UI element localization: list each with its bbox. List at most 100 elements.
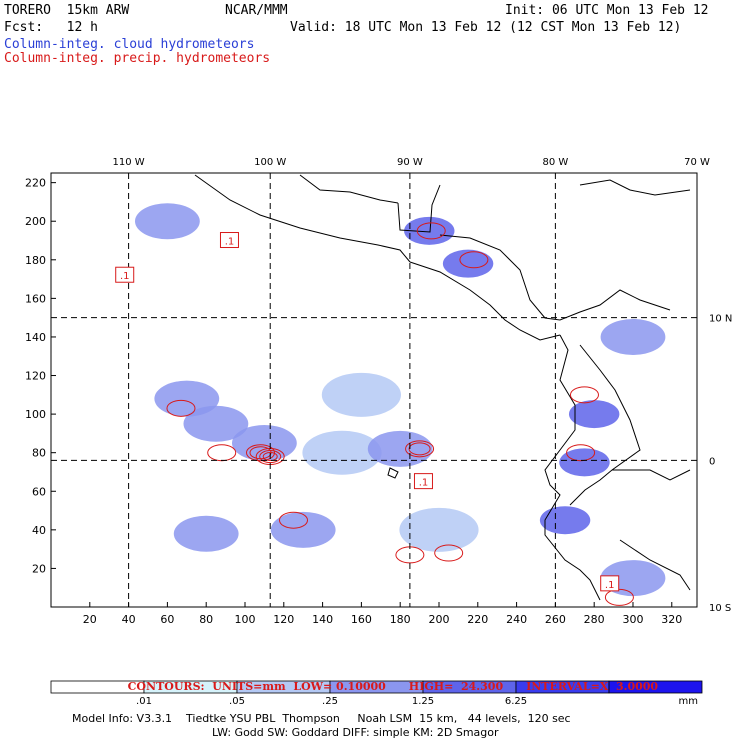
valid-time: Valid: 18 UTC Mon 13 Feb 12 (12 CST Mon … bbox=[290, 20, 682, 35]
x-tick-label: 300 bbox=[622, 613, 643, 626]
border-peru-brazil bbox=[612, 469, 691, 481]
init-time: Init: 06 UTC Mon 13 Feb 12 bbox=[505, 3, 709, 18]
precip-contour bbox=[278, 511, 308, 529]
cloud-cell bbox=[539, 506, 591, 535]
y-tick-label: 20 bbox=[32, 562, 46, 575]
precip-hydrometeor-contours bbox=[166, 222, 634, 606]
contour-label-text: .1 bbox=[419, 478, 429, 489]
x-tick-label: 160 bbox=[351, 613, 372, 626]
cloud-cell bbox=[442, 249, 494, 278]
x-tick-label: 280 bbox=[584, 613, 605, 626]
cloud-cell bbox=[404, 216, 455, 245]
coast-colombia bbox=[544, 334, 601, 601]
x-tick-label: 320 bbox=[661, 613, 682, 626]
model-title: TORERO 15km ARW bbox=[4, 3, 130, 18]
cloud-cell bbox=[134, 203, 200, 240]
precip-contour bbox=[166, 399, 196, 417]
precip-contour bbox=[566, 444, 596, 462]
contours-low: LOW= 0.10000 bbox=[293, 680, 386, 693]
latitude-label: 10 N bbox=[709, 314, 732, 325]
cloud-cell bbox=[231, 425, 297, 462]
y-tick-label: 220 bbox=[25, 177, 46, 190]
x-tick-label: 60 bbox=[160, 613, 174, 626]
x-tick-label: 180 bbox=[390, 613, 411, 626]
colorbar-unit: mm bbox=[679, 696, 698, 707]
colorbar-tick-label: 1.25 bbox=[412, 696, 434, 707]
y-tick-label: 180 bbox=[25, 254, 46, 267]
contours-info: CONTOURS: UNITS=mm LOW= 0.10000 HIGH= 24… bbox=[120, 667, 658, 693]
x-tick-label: 120 bbox=[273, 613, 294, 626]
x-tick-label: 260 bbox=[545, 613, 566, 626]
x-tick-label: 140 bbox=[312, 613, 333, 626]
org-label: NCAR/MMM bbox=[225, 3, 288, 18]
x-tick-label: 100 bbox=[234, 613, 255, 626]
precip-contour bbox=[246, 444, 276, 462]
y-tick-label: 160 bbox=[25, 292, 46, 305]
precip-contour bbox=[416, 222, 446, 240]
precip-contour bbox=[408, 442, 431, 456]
longitude-label: 70 W bbox=[684, 157, 710, 168]
longitude-label: 110 W bbox=[113, 157, 145, 168]
contour-label-box bbox=[600, 575, 620, 592]
latitude-label: 10 S bbox=[709, 603, 731, 614]
cloud-cell bbox=[173, 515, 239, 552]
precip-contour bbox=[459, 251, 489, 269]
contour-label-boxes: .1 .1 .1 .1 bbox=[115, 232, 620, 592]
cloud-field-label: Column-integ. cloud hydrometeors bbox=[4, 37, 255, 52]
border-peru-bolivia bbox=[619, 539, 691, 591]
contour-label-text: .1 bbox=[605, 580, 615, 591]
cloud-cell bbox=[270, 511, 336, 548]
contours-label: CONTOURS: bbox=[127, 680, 205, 693]
x-tick-label: 80 bbox=[199, 613, 213, 626]
forecast-hour: Fcst: 12 h bbox=[4, 20, 98, 35]
x-tick-label: 200 bbox=[428, 613, 449, 626]
precip-contour bbox=[262, 452, 278, 462]
precip-contour bbox=[259, 450, 282, 464]
colorbar-tick-label: .25 bbox=[322, 696, 338, 707]
y-tick-label: 200 bbox=[25, 215, 46, 228]
colorbar-tick-label: .01 bbox=[136, 696, 152, 707]
longitude-label: 90 W bbox=[397, 157, 423, 168]
x-tick-label: 240 bbox=[506, 613, 527, 626]
precip-contour bbox=[405, 440, 435, 458]
x-tick-label: 40 bbox=[122, 613, 136, 626]
model-info-line2: LW: Godd SW: Goddard DIFF: simple KM: 2D… bbox=[212, 726, 499, 739]
contour-label-box bbox=[115, 266, 135, 283]
precip-contour bbox=[604, 588, 634, 606]
precip-contour bbox=[434, 544, 464, 562]
coast-caribbean-islands bbox=[579, 179, 691, 196]
precip-field-label: Column-integ. precip. hydrometeors bbox=[4, 51, 271, 66]
border-colombia-peru bbox=[569, 344, 641, 506]
cloud-cell bbox=[568, 400, 620, 429]
cloud-cell bbox=[367, 430, 433, 467]
coastlines bbox=[194, 174, 691, 601]
precip-contour bbox=[207, 444, 237, 462]
cloud-hydrometeor-shading bbox=[134, 203, 666, 597]
cloud-cell bbox=[399, 507, 479, 552]
y-tick-label: 100 bbox=[25, 408, 46, 421]
coast-central-america bbox=[409, 261, 561, 341]
coast-mexico bbox=[194, 174, 411, 263]
cloud-cell bbox=[600, 318, 666, 355]
colorbar: .01 .05 .25 1.25 6.25 mm bbox=[50, 680, 703, 707]
y-tick-label: 140 bbox=[25, 331, 46, 344]
cloud-cell bbox=[183, 405, 249, 442]
coast-gulf bbox=[299, 174, 399, 204]
contour-label-box bbox=[219, 232, 239, 249]
longitude-label: 80 W bbox=[542, 157, 568, 168]
longitude-label: 100 W bbox=[254, 157, 286, 168]
lat-lon-grid bbox=[51, 173, 697, 607]
precip-contour bbox=[569, 386, 599, 404]
cloud-cell bbox=[321, 372, 401, 417]
contours-interval: INTERVAL=X 3.0000 bbox=[526, 680, 659, 693]
y-tick-label: 40 bbox=[32, 524, 46, 537]
axes: 20 40 60 80 100 120 140 160 180 200 220 240 260 280 30… bbox=[25, 157, 732, 626]
contours-units: UNITS=mm bbox=[212, 680, 286, 693]
latitude-label: 0 bbox=[709, 456, 715, 467]
cloud-cell bbox=[302, 430, 382, 475]
colorbar-tick-label: 6.25 bbox=[505, 696, 527, 707]
contour-label-text: .1 bbox=[120, 271, 130, 282]
colorbar-segment bbox=[608, 680, 703, 694]
x-tick-label: 220 bbox=[467, 613, 488, 626]
